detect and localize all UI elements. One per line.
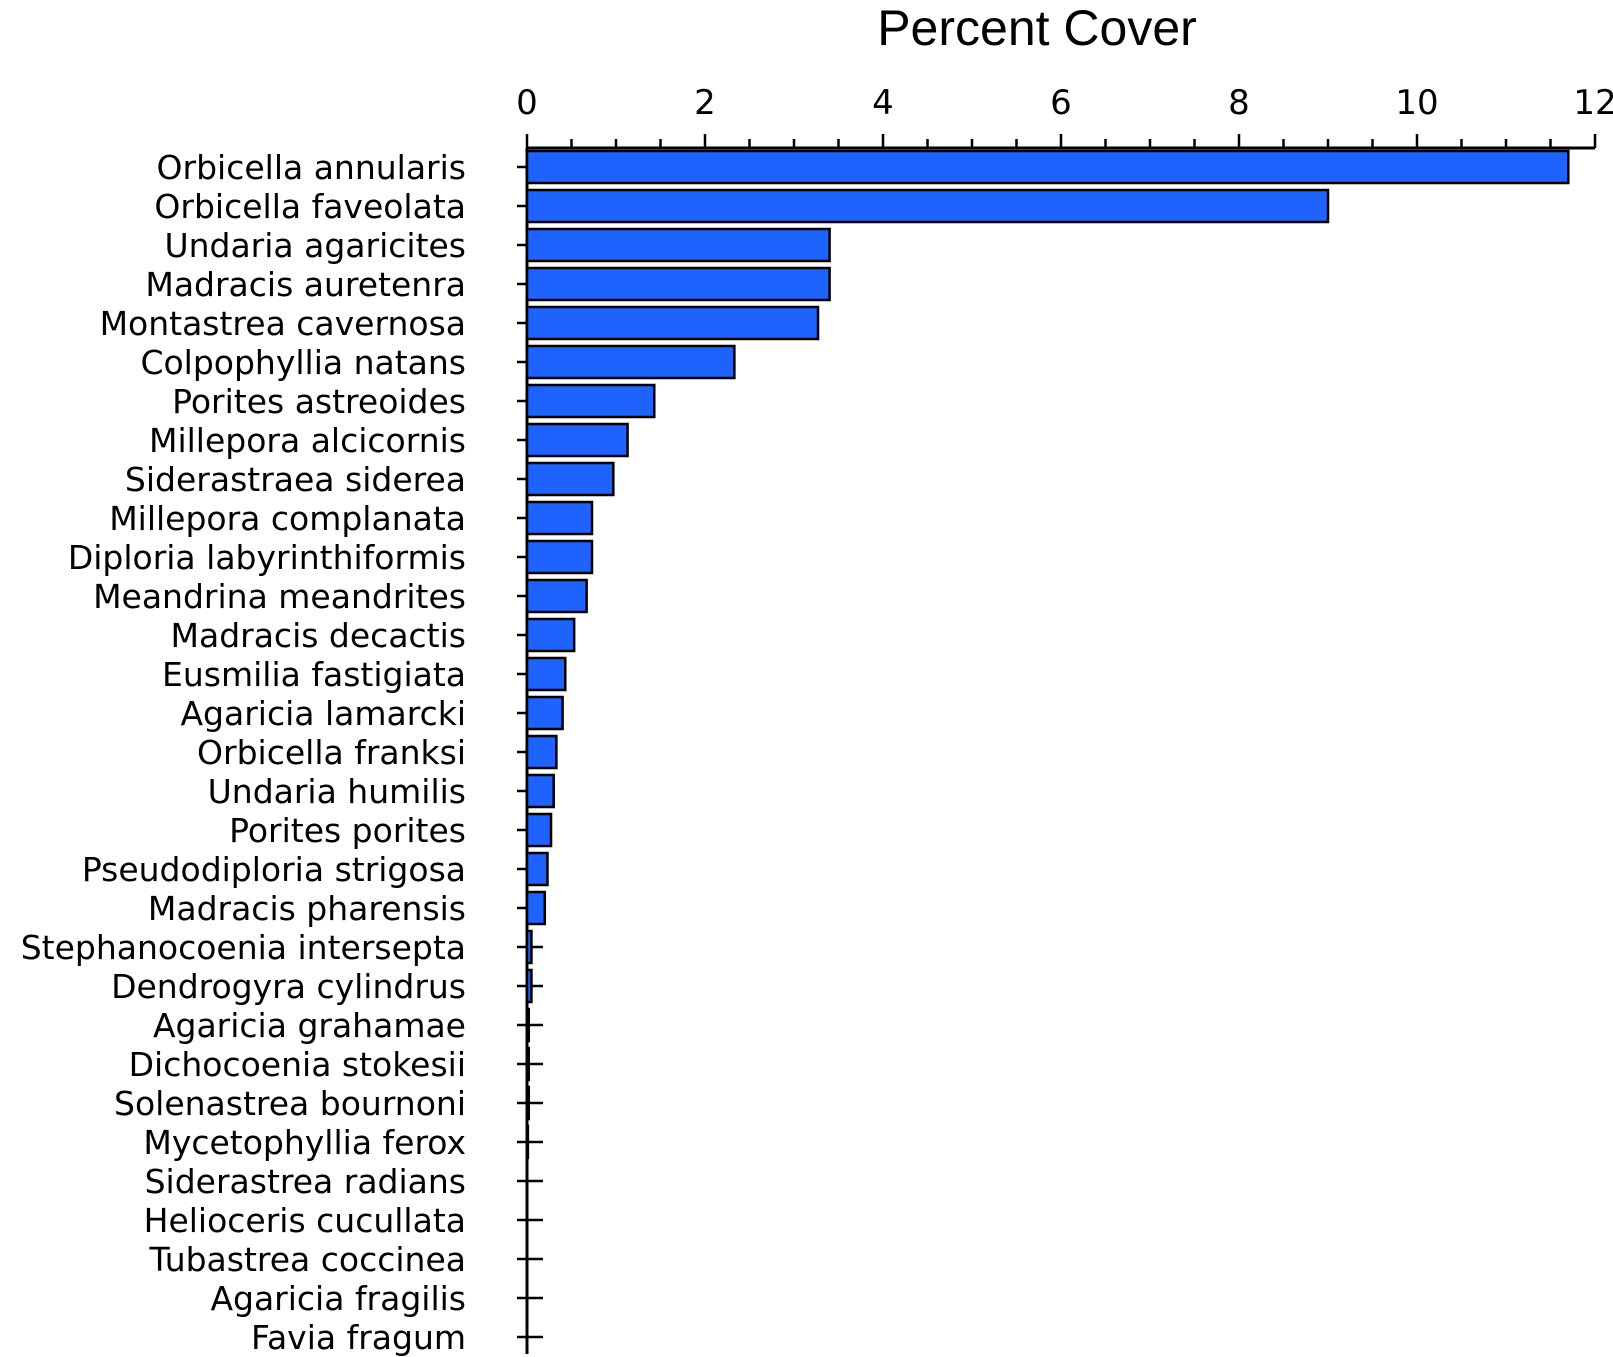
bars <box>525 149 1570 1160</box>
bar <box>525 149 1570 185</box>
category-label: Agaricia fragilis <box>210 1279 466 1318</box>
category-label: Orbicella franksi <box>197 733 466 772</box>
bar <box>525 188 1330 224</box>
category-label: Undaria agaricites <box>164 226 466 265</box>
category-label: Solenastrea bournoni <box>114 1084 466 1123</box>
category-label: Madracis decactis <box>171 616 467 655</box>
bar <box>525 968 533 1004</box>
category-label: Porites porites <box>229 811 466 850</box>
category-label: Tubastrea coccinea <box>149 1240 466 1279</box>
x-tick-label: 8 <box>1228 83 1250 123</box>
bar <box>525 1085 531 1121</box>
x-tick-label: 2 <box>694 83 716 123</box>
category-label: Porites astreoides <box>172 382 466 421</box>
bar <box>525 500 594 536</box>
category-label: Orbicella faveolata <box>154 187 466 226</box>
x-axis-ticks: 0 2 4 6 8 10 12 <box>516 83 1613 148</box>
x-tick-label: 10 <box>1395 83 1438 123</box>
category-label: Madracis auretenra <box>145 265 466 304</box>
bar <box>525 266 831 302</box>
bar <box>525 773 555 809</box>
category-label: Agaricia grahamae <box>153 1006 466 1045</box>
bar <box>525 344 736 380</box>
category-label: Undaria humilis <box>208 772 466 811</box>
bar <box>525 812 553 848</box>
category-label: Dichocoenia stokesii <box>129 1045 466 1084</box>
category-label: Orbicella annularis <box>157 148 466 187</box>
category-label: Stephanocoenia intersepta <box>21 928 466 967</box>
category-label: Madracis pharensis <box>148 889 466 928</box>
bar <box>525 305 820 341</box>
bar <box>525 1124 530 1160</box>
category-label: Dendrogyra cylindrus <box>111 967 466 1006</box>
category-label: Colpophyllia natans <box>140 343 466 382</box>
category-label: Mycetophyllia ferox <box>143 1123 466 1162</box>
bar <box>525 578 588 614</box>
bar <box>525 929 533 965</box>
category-label: Siderastrea radians <box>145 1162 466 1201</box>
bar <box>525 851 549 887</box>
category-label: Montastrea cavernosa <box>100 304 466 343</box>
x-tick-label: 12 <box>1573 83 1613 123</box>
category-label: Eusmilia fastigiata <box>162 655 466 694</box>
bar <box>525 1046 531 1082</box>
bar <box>525 539 594 575</box>
bar <box>525 734 558 770</box>
category-label: Millepora complanata <box>109 499 466 538</box>
category-label: Siderastraea siderea <box>125 460 466 499</box>
x-tick-label: 6 <box>1050 83 1072 123</box>
bar <box>525 617 576 653</box>
bar <box>525 1007 531 1043</box>
category-label: Pseudodiploria strigosa <box>82 850 466 889</box>
category-label: Diploria labyrinthiformis <box>68 538 466 577</box>
bar <box>525 461 615 497</box>
bar <box>525 227 831 263</box>
category-label: Agaricia lamarcki <box>180 694 466 733</box>
chart-title: Percent Cover <box>877 0 1197 56</box>
category-label: Favia fragum <box>251 1318 466 1357</box>
bar <box>525 422 629 458</box>
category-label: Millepora alcicornis <box>149 421 466 460</box>
bar <box>525 383 656 419</box>
category-label: Helioceris cucullata <box>144 1201 466 1240</box>
x-tick-label: 4 <box>872 83 894 123</box>
x-tick-label: 0 <box>516 83 538 123</box>
bar <box>525 695 564 731</box>
category-label: Meandrina meandrites <box>93 577 466 616</box>
bar <box>525 656 567 692</box>
bar <box>525 890 547 926</box>
